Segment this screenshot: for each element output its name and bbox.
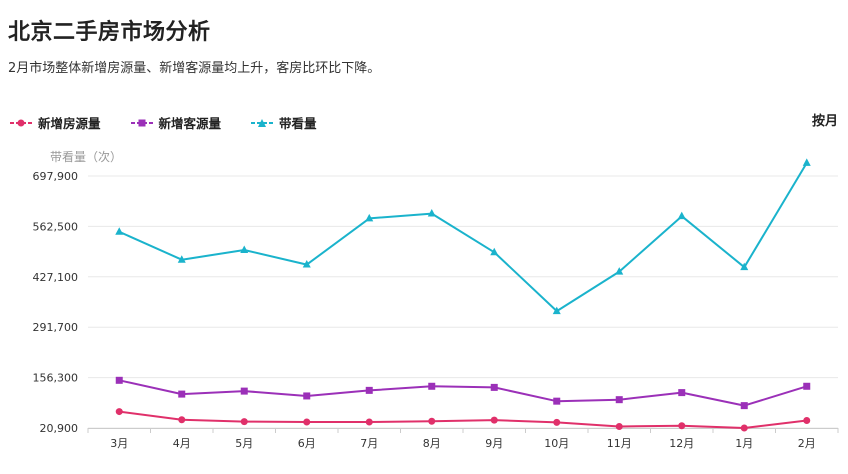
legend-item-new-listings[interactable]: 新增房源量 bbox=[10, 113, 101, 132]
data-point bbox=[552, 306, 561, 315]
y-tick-label: 697,900 bbox=[33, 170, 79, 183]
data-point bbox=[177, 255, 186, 263]
data-point bbox=[240, 418, 248, 426]
data-point bbox=[365, 213, 374, 222]
data-point bbox=[240, 387, 248, 395]
data-point bbox=[615, 422, 623, 430]
data-point bbox=[428, 382, 436, 390]
x-tick-label: 12月 bbox=[669, 437, 694, 450]
data-point bbox=[490, 416, 498, 424]
data-point bbox=[490, 247, 499, 256]
data-point bbox=[490, 383, 498, 391]
data-point bbox=[178, 416, 186, 424]
data-point bbox=[365, 418, 373, 426]
data-point bbox=[802, 158, 811, 166]
data-point bbox=[553, 397, 561, 405]
data-point bbox=[553, 418, 561, 426]
x-tick-label: 7月 bbox=[360, 437, 378, 450]
data-point bbox=[615, 396, 623, 404]
data-point bbox=[803, 382, 811, 390]
legend-label: 新增房源量 bbox=[38, 116, 101, 131]
chart-legend: 新增房源量 新增客源量 带看量 bbox=[10, 113, 317, 132]
series-line bbox=[118, 162, 808, 313]
data-point bbox=[803, 417, 811, 425]
series-line bbox=[119, 410, 807, 429]
legend-item-new-clients[interactable]: 新增客源量 bbox=[130, 113, 222, 132]
line-circle-icon bbox=[10, 119, 32, 126]
x-tick-label: 8月 bbox=[423, 437, 441, 450]
x-tick-label: 11月 bbox=[607, 437, 632, 450]
y-tick-label: 20,900 bbox=[40, 422, 79, 435]
data-point bbox=[615, 267, 624, 275]
data-point bbox=[740, 424, 748, 432]
x-tick-label: 4月 bbox=[173, 437, 191, 450]
x-tick-label: 9月 bbox=[485, 437, 503, 450]
y-tick-label: 156,300 bbox=[33, 372, 79, 385]
data-point bbox=[303, 392, 311, 400]
y-tick-label: 562,500 bbox=[33, 220, 79, 233]
x-tick-label: 2月 bbox=[798, 437, 816, 450]
data-point bbox=[302, 260, 311, 268]
data-point bbox=[740, 402, 748, 410]
data-point bbox=[678, 389, 686, 397]
y-axis-label: 带看量（次） bbox=[50, 150, 123, 164]
data-point bbox=[115, 408, 123, 416]
data-point bbox=[240, 245, 249, 254]
x-tick-label: 1月 bbox=[735, 437, 753, 450]
data-point bbox=[178, 390, 186, 398]
data-point bbox=[740, 262, 749, 271]
x-tick-label: 6月 bbox=[298, 437, 316, 450]
page-title: 北京二手房市场分析 bbox=[8, 20, 211, 45]
legend-item-viewings[interactable]: 带看量 bbox=[251, 113, 317, 132]
y-tick-label: 427,100 bbox=[33, 271, 79, 284]
x-tick-label: 3月 bbox=[110, 437, 128, 450]
legend-label: 新增客源量 bbox=[158, 116, 222, 131]
page-subtitle: 2月市场整体新增房源量、新增客源量均上升，客房比环比下降。 bbox=[8, 61, 381, 76]
line-square-icon bbox=[130, 119, 153, 126]
data-point bbox=[428, 417, 436, 425]
data-point bbox=[303, 418, 311, 426]
data-point bbox=[365, 386, 373, 394]
x-tick-label: 10月 bbox=[544, 437, 569, 450]
series-line bbox=[119, 379, 808, 407]
legend-label: 带看量 bbox=[279, 116, 317, 131]
y-tick-label: 291,700 bbox=[33, 321, 79, 334]
line-triangle-icon bbox=[251, 118, 274, 127]
period-toggle[interactable]: 按月 bbox=[811, 114, 838, 129]
data-point bbox=[677, 211, 686, 220]
data-point bbox=[115, 376, 123, 384]
x-tick-label: 5月 bbox=[235, 437, 253, 450]
data-point bbox=[678, 422, 686, 430]
data-point bbox=[427, 209, 436, 217]
data-point bbox=[115, 227, 124, 235]
